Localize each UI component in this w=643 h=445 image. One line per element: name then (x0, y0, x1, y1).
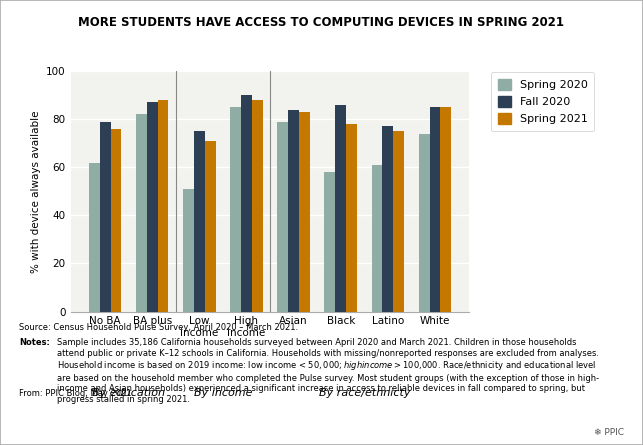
Bar (372, 165, 383, 312)
Bar (89, 162, 100, 312)
Y-axis label: % with device always available: % with device always available (31, 110, 41, 273)
Text: Sample includes 35,186 California households surveyed between April 2020 and Mar: Sample includes 35,186 California househ… (57, 338, 599, 404)
Bar (136, 114, 147, 312)
Text: Notes:: Notes: (19, 338, 50, 347)
Bar (183, 189, 194, 312)
Text: By education: By education (92, 388, 165, 398)
Bar (158, 100, 168, 312)
Text: MORE STUDENTS HAVE ACCESS TO COMPUTING DEVICES IN SPRING 2021: MORE STUDENTS HAVE ACCESS TO COMPUTING D… (78, 16, 565, 28)
Text: ❄ PPIC: ❄ PPIC (593, 428, 624, 437)
Bar (204, 141, 215, 312)
Bar (147, 102, 158, 312)
Text: By race/ethnicty: By race/ethnicty (318, 388, 410, 398)
Bar (100, 121, 111, 312)
Bar (383, 126, 394, 312)
Bar (230, 107, 241, 312)
Bar (288, 109, 299, 312)
Bar (336, 105, 346, 312)
Bar (252, 100, 263, 312)
Bar (440, 107, 451, 312)
Bar (111, 129, 122, 312)
Legend: Spring 2020, Fall 2020, Spring 2021: Spring 2020, Fall 2020, Spring 2021 (491, 72, 594, 131)
Bar (430, 107, 440, 312)
Bar (419, 134, 430, 312)
Bar (325, 172, 336, 312)
Bar (277, 121, 288, 312)
Text: Source: Census Household Pulse Survey, April 2020 – March 2021.: Source: Census Household Pulse Survey, A… (19, 323, 298, 332)
Text: By income: By income (194, 388, 252, 398)
Bar (394, 131, 404, 312)
Bar (194, 131, 204, 312)
Text: From: PPIC Blog, May 2021.: From: PPIC Blog, May 2021. (19, 389, 134, 398)
Bar (299, 112, 310, 312)
Bar (241, 95, 252, 312)
Bar (346, 124, 357, 312)
